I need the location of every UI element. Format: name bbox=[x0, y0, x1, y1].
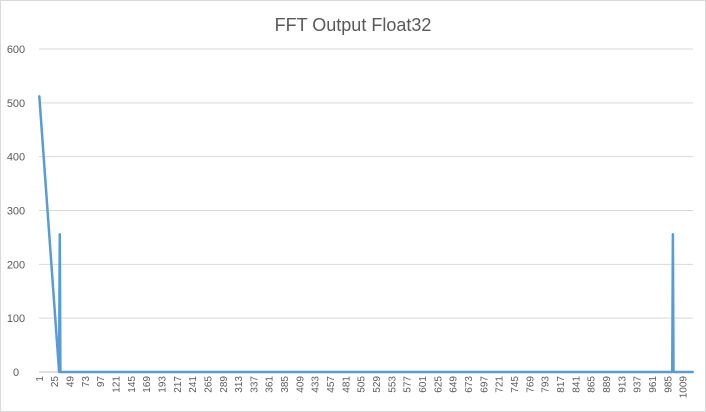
y-tick-label: 500 bbox=[7, 98, 25, 110]
x-tick-label: 169 bbox=[142, 376, 153, 393]
x-tick-label: 457 bbox=[326, 376, 337, 393]
x-tick-label: 49 bbox=[65, 376, 76, 388]
x-tick-label: 385 bbox=[280, 376, 291, 393]
x-tick-label: 865 bbox=[587, 376, 598, 393]
x-tick-label: 553 bbox=[387, 376, 398, 393]
gridlines bbox=[39, 49, 693, 318]
x-tick-label: 625 bbox=[433, 376, 444, 393]
x-axis: 1 25 49 73 97 121 145 169 193 217 241 265 289 313 337 3… bbox=[35, 372, 693, 398]
x-tick-label: 25 bbox=[50, 376, 61, 388]
x-tick-label: 1 bbox=[35, 376, 46, 382]
x-tick-label: 265 bbox=[203, 376, 214, 393]
x-tick-label: 217 bbox=[173, 376, 184, 393]
x-tick-label: 337 bbox=[249, 376, 260, 393]
x-tick-label: 481 bbox=[341, 376, 352, 393]
x-tick-label: 889 bbox=[602, 376, 613, 393]
x-tick-label: 505 bbox=[357, 376, 368, 393]
x-tick-label: 73 bbox=[81, 376, 92, 388]
x-tick-label: 289 bbox=[219, 376, 230, 393]
x-tick-label: 1009 bbox=[679, 376, 690, 399]
x-tick-label: 433 bbox=[311, 376, 322, 393]
x-tick-label: 673 bbox=[464, 376, 475, 393]
y-axis: 0 100 200 300 400 500 600 bbox=[7, 44, 25, 379]
x-tick-label: 361 bbox=[265, 376, 276, 393]
series-line-0 bbox=[39, 96, 692, 372]
x-tick-label: 313 bbox=[234, 376, 245, 393]
y-tick-label: 400 bbox=[7, 152, 25, 164]
x-tick-label: 409 bbox=[295, 376, 306, 393]
y-tick-label: 200 bbox=[7, 259, 25, 271]
x-tick-label: 649 bbox=[449, 376, 460, 393]
x-tick-label: 121 bbox=[111, 376, 122, 393]
x-tick-label: 529 bbox=[372, 376, 383, 393]
x-tick-label: 841 bbox=[571, 376, 582, 393]
x-tick-label: 745 bbox=[510, 376, 521, 393]
x-tick-label: 577 bbox=[403, 376, 414, 393]
x-tick-label: 697 bbox=[479, 376, 490, 393]
x-tick-label: 193 bbox=[157, 376, 168, 393]
x-tick-label: 769 bbox=[525, 376, 536, 393]
y-tick-label: 300 bbox=[7, 206, 25, 218]
x-tick-label: 817 bbox=[556, 376, 567, 393]
x-tick-label: 145 bbox=[127, 376, 138, 393]
data-point bbox=[39, 96, 40, 97]
x-tick-label: 241 bbox=[188, 376, 199, 393]
series-layer bbox=[39, 96, 693, 372]
x-tick-label: 937 bbox=[633, 376, 644, 393]
y-tick-label: 0 bbox=[13, 367, 19, 379]
x-tick-label: 97 bbox=[96, 376, 107, 388]
x-tick-label: 721 bbox=[495, 376, 506, 393]
x-tick-label: 985 bbox=[663, 376, 674, 393]
chart-title: FFT Output Float32 bbox=[275, 15, 432, 35]
x-tick-label: 913 bbox=[617, 376, 628, 393]
data-point bbox=[672, 234, 673, 235]
y-tick-label: 100 bbox=[7, 313, 25, 325]
y-tick-label: 600 bbox=[7, 44, 25, 56]
x-tick-label: 961 bbox=[648, 376, 659, 393]
x-tick-label: 793 bbox=[541, 376, 552, 393]
data-point bbox=[59, 234, 60, 235]
x-tick-label: 601 bbox=[418, 376, 429, 393]
